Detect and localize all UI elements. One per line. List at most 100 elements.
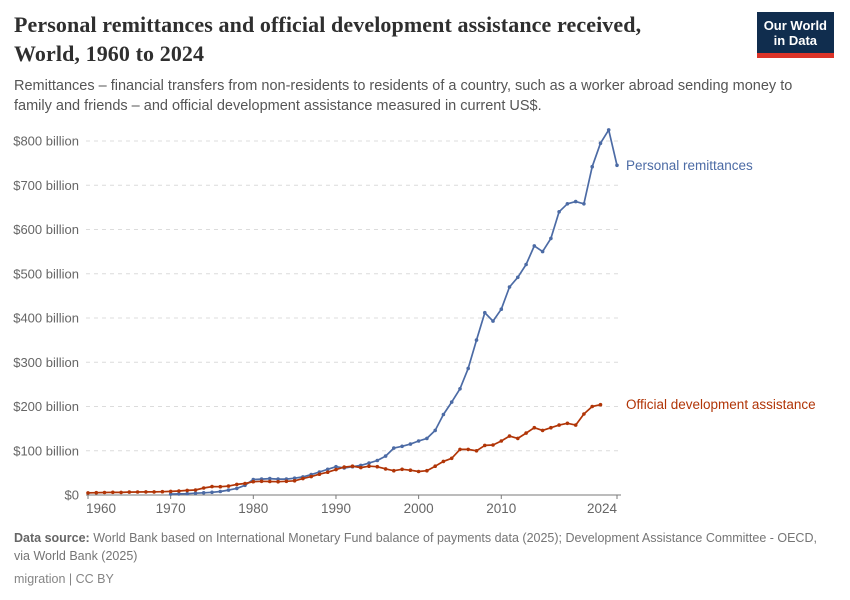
data-point[interactable]: [400, 444, 404, 449]
data-point[interactable]: [400, 467, 404, 472]
data-point[interactable]: [152, 490, 156, 494]
data-point[interactable]: [177, 492, 181, 496]
data-point[interactable]: [375, 464, 380, 469]
data-point[interactable]: [532, 425, 537, 430]
data-point[interactable]: [201, 486, 206, 490]
data-point[interactable]: [177, 489, 181, 493]
data-point[interactable]: [292, 476, 297, 481]
data-point[interactable]: [532, 244, 537, 248]
data-point[interactable]: [507, 285, 512, 289]
data-point[interactable]: [218, 489, 223, 494]
data-point[interactable]: [466, 447, 471, 452]
data-point[interactable]: [367, 461, 371, 465]
data-point[interactable]: [392, 446, 396, 450]
data-point[interactable]: [301, 476, 305, 481]
data-point[interactable]: [549, 425, 553, 430]
data-point[interactable]: [218, 484, 223, 489]
data-point[interactable]: [259, 479, 264, 484]
data-point[interactable]: [210, 490, 214, 495]
data-point[interactable]: [615, 163, 619, 168]
data-point[interactable]: [201, 491, 206, 495]
data-point[interactable]: [342, 465, 347, 469]
data-point[interactable]: [573, 423, 578, 427]
data-point[interactable]: [524, 431, 528, 435]
data-point[interactable]: [582, 412, 586, 416]
data-point[interactable]: [102, 490, 107, 495]
series-personal-remittances[interactable]: Personal remittances: [168, 128, 753, 496]
data-point[interactable]: [565, 421, 570, 426]
data-point[interactable]: [193, 491, 198, 496]
data-point[interactable]: [433, 428, 438, 433]
data-point[interactable]: [284, 479, 289, 484]
series-line-personal-remittances[interactable]: [169, 129, 618, 495]
data-point[interactable]: [359, 465, 363, 470]
data-point[interactable]: [524, 262, 528, 267]
data-point[interactable]: [168, 492, 173, 496]
data-point[interactable]: [416, 439, 421, 443]
data-point[interactable]: [185, 488, 189, 493]
data-point[interactable]: [127, 490, 132, 494]
data-point[interactable]: [540, 428, 545, 433]
data-point[interactable]: [441, 412, 446, 417]
data-point[interactable]: [226, 488, 231, 492]
series-label-official-development-assistance[interactable]: Official development assistance: [626, 397, 816, 412]
data-point[interactable]: [408, 442, 413, 446]
data-point[interactable]: [185, 491, 189, 496]
data-point[interactable]: [598, 402, 603, 407]
data-point[interactable]: [317, 472, 322, 477]
data-point[interactable]: [94, 490, 99, 495]
data-point[interactable]: [606, 128, 611, 132]
data-point[interactable]: [573, 199, 578, 204]
data-point[interactable]: [516, 436, 520, 441]
data-point[interactable]: [590, 164, 594, 169]
data-point[interactable]: [334, 467, 338, 472]
data-point[interactable]: [491, 443, 495, 447]
series-label-personal-remittances[interactable]: Personal remittances: [626, 158, 753, 173]
data-point[interactable]: [549, 236, 553, 241]
data-point[interactable]: [210, 484, 214, 489]
data-point[interactable]: [408, 468, 413, 473]
data-point[interactable]: [276, 479, 280, 484]
data-point[interactable]: [449, 456, 454, 461]
data-point[interactable]: [375, 458, 380, 463]
data-point[interactable]: [598, 141, 603, 145]
data-point[interactable]: [483, 310, 487, 315]
data-point[interactable]: [86, 491, 90, 495]
data-point[interactable]: [268, 476, 272, 481]
data-point[interactable]: [135, 490, 140, 494]
data-point[interactable]: [483, 443, 487, 448]
data-point[interactable]: [466, 366, 471, 371]
data-point[interactable]: [243, 481, 247, 486]
data-point[interactable]: [144, 490, 148, 494]
data-point[interactable]: [226, 484, 231, 488]
data-point[interactable]: [458, 447, 462, 452]
data-point[interactable]: [268, 479, 272, 484]
data-point[interactable]: [499, 439, 504, 443]
data-point[interactable]: [276, 477, 280, 481]
data-point[interactable]: [449, 400, 454, 404]
data-point[interactable]: [441, 459, 446, 464]
data-point[interactable]: [168, 489, 173, 494]
data-point[interactable]: [334, 464, 338, 469]
data-point[interactable]: [235, 482, 239, 487]
owid-logo[interactable]: Our World in Data: [756, 12, 834, 58]
data-point[interactable]: [557, 210, 561, 214]
data-point[interactable]: [425, 436, 429, 441]
data-point[interactable]: [392, 468, 396, 473]
data-point[interactable]: [325, 470, 330, 475]
data-point[interactable]: [565, 202, 570, 206]
chart-canvas[interactable]: $0 $100 billion $200 billion $300 billion $4…: [0, 116, 850, 526]
data-point[interactable]: [367, 464, 371, 469]
data-point[interactable]: [507, 434, 512, 438]
data-point[interactable]: [458, 387, 462, 391]
data-point[interactable]: [160, 489, 165, 494]
data-point[interactable]: [193, 488, 198, 492]
data-point[interactable]: [292, 479, 297, 483]
data-point[interactable]: [309, 474, 314, 479]
data-point[interactable]: [557, 423, 561, 427]
data-point[interactable]: [590, 404, 594, 409]
data-point[interactable]: [474, 449, 479, 453]
data-point[interactable]: [119, 490, 123, 495]
data-point[interactable]: [540, 249, 545, 254]
data-point[interactable]: [582, 202, 586, 206]
